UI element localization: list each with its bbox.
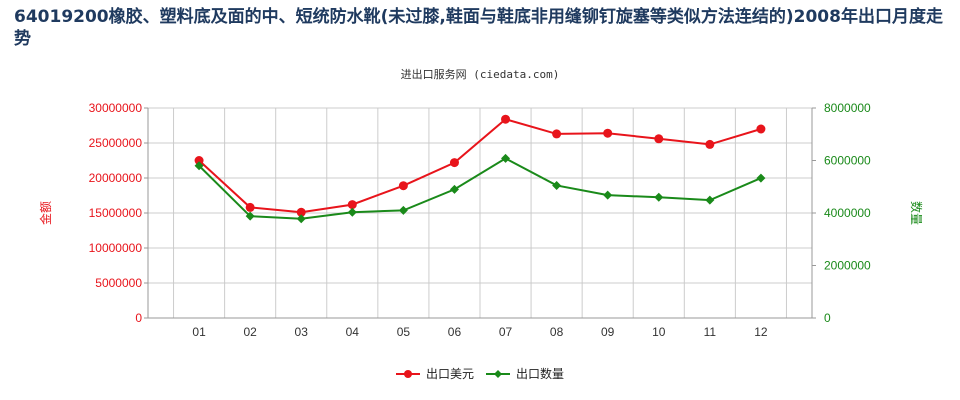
y-left-tick-label: 20000000 [89,171,143,185]
x-tick-label: 06 [448,325,462,339]
y-left-tick-label: 15000000 [89,206,143,220]
y-right-tick-label: 8000000 [824,101,871,115]
data-point [398,181,408,191]
x-tick-label: 09 [601,325,615,339]
data-point [705,195,715,205]
data-point [603,128,613,138]
data-point [194,161,204,171]
y-right-tick-label: 4000000 [824,206,871,220]
x-tick-label: 03 [295,325,309,339]
series-line-1 [198,118,762,214]
x-tick-label: 11 [704,325,717,339]
tick-labels: 0500000010000000150000002000000025000000… [89,101,871,339]
series-line-2 [198,157,762,220]
data-point [194,156,204,165]
chart-source: 进出口服务网 (ciedata.com) [400,68,560,81]
legend: 出口美元 出口数量 [396,366,564,381]
x-tick-label: 05 [397,325,411,339]
legend-marker [494,370,502,378]
legend-label: 出口数量 [516,366,564,381]
legend-label: 出口美元 [426,367,474,381]
x-tick-label: 02 [243,325,257,339]
y-right-tick-label: 6000000 [824,154,871,168]
x-tick-label: 12 [754,325,768,339]
data-point [654,192,664,202]
data-point [501,114,511,124]
data-point [449,184,459,194]
x-tick-label: 07 [499,325,513,339]
y-left-tick-label: 30000000 [89,101,143,115]
y-axis-right-title: 数量 [909,201,924,225]
x-tick-label: 10 [652,325,666,339]
data-point [654,134,664,144]
data-point [296,207,306,217]
data-point [347,207,357,217]
data-point [756,173,766,183]
y-right-tick-label: 2000000 [824,259,871,273]
y-left-tick-label: 0 [135,311,142,325]
x-tick-label: 01 [192,325,206,339]
y-axis-left-title: 金额 [38,201,53,225]
data-point [603,190,613,200]
y-left-tick-label: 5000000 [95,276,142,290]
data-point [449,158,459,168]
data-point [705,139,715,149]
data-point [552,180,562,190]
data-point [347,200,357,210]
data-point [296,214,306,224]
data-point [245,211,255,221]
y-left-tick-label: 10000000 [89,241,143,255]
y-right-tick-label: 0 [824,311,831,325]
y-left-tick-label: 25000000 [89,136,143,150]
x-tick-label: 04 [346,325,360,339]
axes [144,107,816,319]
x-tick-label: 08 [550,325,564,339]
legend-marker [404,370,412,378]
data-point [245,202,255,212]
data-point [398,205,408,215]
data-point [552,129,562,139]
chart-title: 64019200橡胶、塑料底及面的中、短统防水靴(未过膝,鞋面与鞋底非用缝铆钉旋… [14,7,943,49]
data-point [501,153,511,163]
series [194,114,766,224]
data-point [756,124,766,134]
